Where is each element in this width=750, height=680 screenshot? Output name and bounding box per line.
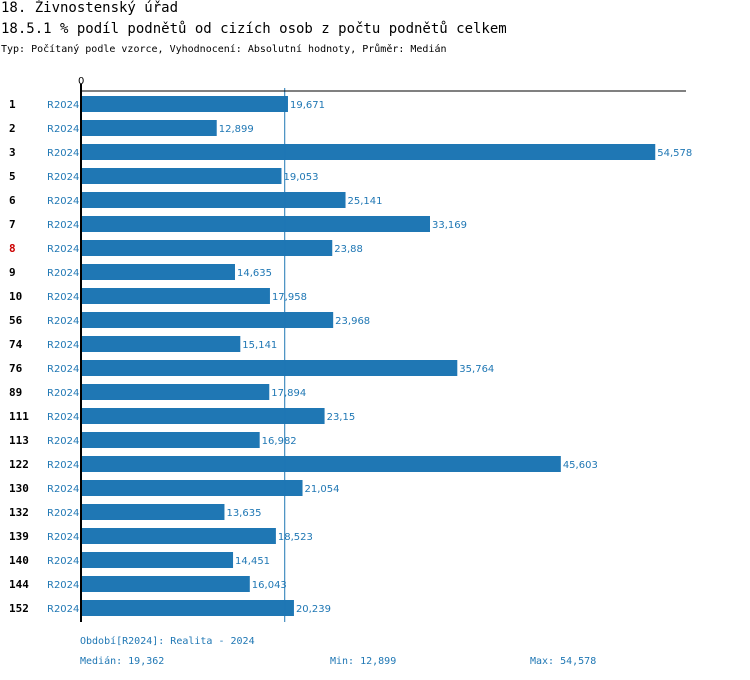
category-label: 139 xyxy=(9,530,29,543)
value-label: 19,671 xyxy=(290,100,325,111)
value-label: 14,451 xyxy=(235,556,270,567)
value-label: 21,054 xyxy=(305,484,340,495)
value-label: 19,053 xyxy=(283,172,318,183)
series-label: R2024 xyxy=(47,364,79,375)
page-title: 18. Živnostenský úřad xyxy=(1,0,179,16)
x-tick-label: 0 xyxy=(78,76,84,87)
chart-subtitle: 18.5.1 % podíl podnětů od cizích osob z … xyxy=(1,21,507,37)
value-label: 18,523 xyxy=(278,532,313,543)
value-label: 33,169 xyxy=(432,220,467,231)
series-label: R2024 xyxy=(47,484,79,495)
series-label: R2024 xyxy=(47,580,79,591)
value-label: 16,043 xyxy=(252,580,287,591)
series-label: R2024 xyxy=(47,292,79,303)
series-label: R2024 xyxy=(47,340,79,351)
category-label: 9 xyxy=(9,266,16,279)
bar-3 xyxy=(81,144,656,160)
bar-2 xyxy=(81,120,217,136)
bar-8 xyxy=(81,240,333,256)
category-label: 56 xyxy=(9,314,23,327)
category-label: 7 xyxy=(9,218,16,231)
category-label: 74 xyxy=(9,338,23,351)
series-label: R2024 xyxy=(47,220,79,231)
series-label: R2024 xyxy=(47,316,79,327)
series-label: R2024 xyxy=(47,508,79,519)
bar-10 xyxy=(81,288,270,304)
bar-144 xyxy=(81,576,250,592)
series-label: R2024 xyxy=(47,100,79,111)
category-label: 130 xyxy=(9,482,29,495)
value-label: 12,899 xyxy=(219,124,254,135)
bar-130 xyxy=(81,480,303,496)
value-label: 45,603 xyxy=(563,460,598,471)
series-label: R2024 xyxy=(47,532,79,543)
category-label: 10 xyxy=(9,290,22,303)
category-label: 111 xyxy=(9,410,29,423)
bar-152 xyxy=(81,600,294,616)
series-label: R2024 xyxy=(47,436,79,447)
bar-139 xyxy=(81,528,276,544)
labels-layer: 1 R2024 19,671 2 R2024 12,899 3 R2024 54,578 5 R20… xyxy=(9,98,692,615)
bars-layer xyxy=(81,96,656,616)
bar-140 xyxy=(81,552,234,568)
bar-113 xyxy=(81,432,260,448)
series-label: R2024 xyxy=(47,148,79,159)
value-label: 23,88 xyxy=(334,244,363,255)
value-label: 23,968 xyxy=(335,316,370,327)
value-label: 17,958 xyxy=(272,292,307,303)
period-label: Období[R2024]: Realita - 2024 xyxy=(80,636,255,647)
value-label: 35,764 xyxy=(459,364,494,375)
max-label: Max: 54,578 xyxy=(530,656,597,667)
series-label: R2024 xyxy=(47,196,79,207)
value-label: 20,239 xyxy=(296,604,331,615)
series-label: R2024 xyxy=(47,556,79,567)
min-label: Min: 12,899 xyxy=(330,656,397,667)
value-label: 13,635 xyxy=(226,508,261,519)
series-label: R2024 xyxy=(47,460,79,471)
bar-74 xyxy=(81,336,241,352)
series-label: R2024 xyxy=(47,604,79,615)
category-label: 113 xyxy=(9,434,29,447)
category-label: 76 xyxy=(9,362,23,375)
series-label: R2024 xyxy=(47,244,79,255)
bar-9 xyxy=(81,264,235,280)
bar-56 xyxy=(81,312,334,328)
bar-122 xyxy=(81,456,561,472)
bar-76 xyxy=(81,360,458,376)
category-label: 89 xyxy=(9,386,22,399)
value-label: 14,635 xyxy=(237,268,272,279)
series-label: R2024 xyxy=(47,172,79,183)
value-label: 25,141 xyxy=(348,196,383,207)
bar-89 xyxy=(81,384,270,400)
value-label: 15,141 xyxy=(242,340,277,351)
category-label: 8 xyxy=(9,242,16,255)
value-label: 23,15 xyxy=(327,412,356,423)
category-label: 6 xyxy=(9,194,16,207)
value-label: 16,982 xyxy=(262,436,297,447)
series-label: R2024 xyxy=(47,388,79,399)
category-label: 1 xyxy=(9,98,16,111)
bar-7 xyxy=(81,216,430,232)
category-label: 144 xyxy=(9,578,29,591)
series-label: R2024 xyxy=(47,124,79,135)
series-label: R2024 xyxy=(47,412,79,423)
bar-132 xyxy=(81,504,225,520)
category-label: 5 xyxy=(9,170,16,183)
value-label: 17,894 xyxy=(271,388,306,399)
chart-type-line: Typ: Počítaný podle vzorce, Vyhodnocení:… xyxy=(1,44,447,55)
category-label: 152 xyxy=(9,602,29,615)
category-label: 132 xyxy=(9,506,29,519)
category-label: 2 xyxy=(9,122,16,135)
bar-111 xyxy=(81,408,325,424)
bar-chart: 0 1 R2024 19,671 2 R2024 12,899 3 R2024 54,578 5 R… xyxy=(9,76,692,622)
category-label: 122 xyxy=(9,458,29,471)
value-label: 54,578 xyxy=(657,148,692,159)
bar-1 xyxy=(81,96,288,112)
series-label: R2024 xyxy=(47,268,79,279)
category-label: 140 xyxy=(9,554,29,567)
median-label: Medián: 19,362 xyxy=(80,656,165,667)
category-label: 3 xyxy=(9,146,16,159)
bar-6 xyxy=(81,192,346,208)
bar-5 xyxy=(81,168,282,184)
